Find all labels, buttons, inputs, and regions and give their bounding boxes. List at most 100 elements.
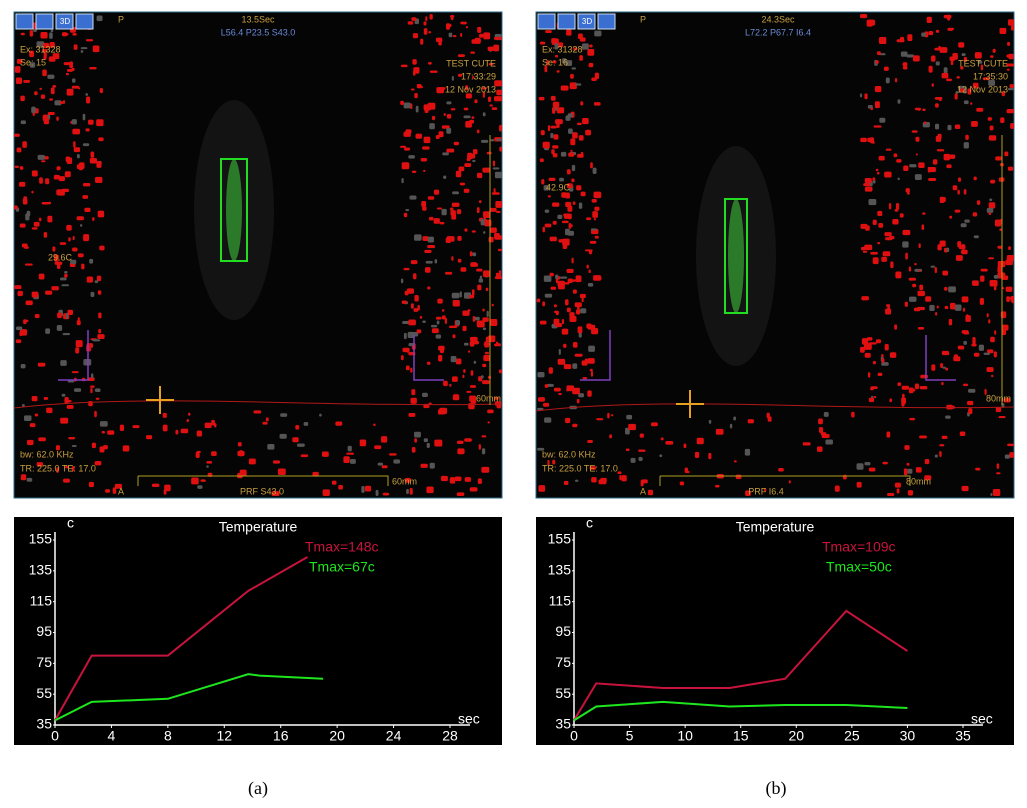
bandwidth: bw: 62.0 KHz	[20, 449, 74, 459]
speckle	[443, 113, 446, 116]
speckle	[20, 364, 26, 369]
speckle	[481, 448, 486, 455]
speckle	[988, 212, 992, 216]
speckle	[922, 212, 926, 215]
speckle	[626, 414, 633, 420]
orient-bottom: A	[640, 486, 646, 496]
speckle	[547, 125, 551, 132]
speckle	[894, 77, 898, 83]
series-line	[573, 609, 908, 721]
speckle	[446, 113, 452, 119]
speckle	[195, 451, 200, 459]
speckle	[82, 195, 89, 199]
speckle	[401, 300, 408, 304]
scale: 60mm	[392, 476, 417, 486]
speckle	[861, 338, 869, 345]
speckle	[72, 247, 78, 252]
speckle	[934, 454, 938, 458]
speckle	[409, 195, 417, 200]
speckle	[90, 373, 94, 379]
toolbar-icon	[537, 13, 556, 30]
speckle	[872, 257, 879, 265]
speckle	[90, 151, 95, 158]
speckle	[72, 33, 77, 36]
speckle	[1010, 123, 1014, 129]
speckle	[265, 417, 269, 422]
speckle	[359, 439, 367, 447]
speckle	[551, 149, 555, 155]
speckle	[892, 219, 899, 225]
speckle	[903, 165, 909, 171]
y-tick-label: 35	[36, 716, 52, 732]
x-tick-label: 4	[108, 728, 116, 744]
speckle	[568, 222, 572, 229]
speckle	[53, 174, 60, 180]
speckle	[494, 36, 502, 40]
speckle	[965, 134, 969, 140]
speckle	[912, 55, 920, 62]
speckle	[459, 291, 462, 298]
speckle	[715, 428, 724, 435]
speckle	[928, 65, 933, 73]
speckle	[472, 75, 475, 79]
speckle	[424, 249, 432, 254]
speckle	[928, 178, 937, 182]
speckle	[457, 448, 465, 455]
speckle	[262, 421, 268, 425]
speckle	[88, 481, 94, 488]
speckle	[881, 362, 889, 366]
speckle	[62, 332, 71, 336]
speckle	[494, 171, 502, 179]
speckle	[592, 211, 598, 218]
speckle	[476, 38, 481, 44]
speckle	[429, 14, 433, 20]
speckle	[450, 356, 457, 363]
speckle	[594, 206, 600, 211]
speckle	[66, 224, 72, 231]
speckle	[67, 380, 75, 383]
speckle	[976, 107, 984, 112]
speckle	[400, 355, 404, 361]
speckle	[439, 407, 448, 414]
speckle	[1006, 63, 1014, 67]
speckle	[870, 395, 874, 398]
speckle	[946, 78, 953, 82]
speckle	[72, 78, 76, 83]
speckle	[481, 466, 490, 473]
speckle	[999, 27, 1007, 35]
speckle	[929, 304, 935, 312]
y-tick-label: 95	[36, 623, 52, 639]
speckle	[999, 218, 1002, 225]
mri-image: 3D	[13, 11, 503, 499]
speckle	[589, 368, 593, 372]
speckle	[976, 200, 981, 205]
speckle	[465, 93, 472, 99]
speckle	[980, 275, 985, 282]
speckle	[638, 456, 643, 461]
speckle	[90, 291, 95, 298]
speckle	[973, 176, 977, 181]
speckle	[997, 266, 1002, 273]
speckle	[41, 201, 50, 205]
speckle	[483, 211, 491, 219]
speckle	[881, 354, 884, 358]
speckle	[163, 489, 167, 495]
speckle	[918, 269, 921, 272]
speckle	[487, 46, 494, 51]
speckle	[403, 267, 410, 271]
speckle	[939, 444, 945, 447]
speckle	[31, 170, 38, 177]
speckle	[972, 212, 978, 217]
speckle	[414, 438, 418, 443]
speckle	[423, 28, 428, 35]
speckle	[894, 209, 899, 212]
speckle	[550, 95, 556, 101]
speckle	[877, 51, 881, 56]
speckle	[540, 130, 545, 136]
speckle	[993, 285, 997, 291]
speckle	[414, 92, 418, 99]
speckle	[559, 276, 568, 279]
speckle	[563, 213, 571, 219]
speckle	[67, 69, 73, 72]
speckle	[572, 363, 578, 369]
